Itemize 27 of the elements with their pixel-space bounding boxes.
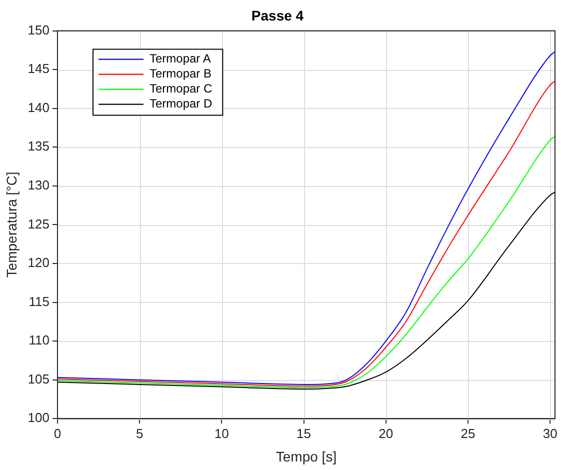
y-tick-label: 110 xyxy=(28,332,50,348)
legend-label: Termopar C xyxy=(149,82,213,96)
y-tick-label: 145 xyxy=(28,61,50,76)
y-tick-label: 130 xyxy=(28,178,50,192)
x-tick-label: 25 xyxy=(460,426,476,441)
line-series xyxy=(57,192,555,390)
line-series xyxy=(57,136,555,388)
y-tick-label: 120 xyxy=(28,255,50,270)
x-tick-label: 0 xyxy=(54,426,62,441)
x-axis-title: Tempo [s] xyxy=(276,448,337,464)
y-tick-label: 115 xyxy=(28,294,50,309)
y-tick-label: 135 xyxy=(28,138,50,154)
y-tick-label: 150 xyxy=(28,22,50,38)
x-tick-label: 20 xyxy=(378,426,394,441)
y-axis-title: Temperatura [°C] xyxy=(3,172,20,278)
y-tick-label: 140 xyxy=(28,100,50,115)
x-tick-label: 10 xyxy=(214,426,229,441)
x-tick-label: 30 xyxy=(542,426,558,441)
x-tick-label: 15 xyxy=(296,426,312,441)
chart-title: Passe 4 xyxy=(251,7,304,24)
y-tick-label: 125 xyxy=(28,216,50,232)
legend-label: Termopar B xyxy=(149,66,212,81)
x-tick-label: 5 xyxy=(136,426,144,441)
y-tick-label: 100 xyxy=(28,410,50,426)
legend-label: Termopar D xyxy=(149,96,213,111)
y-tick-label: 105 xyxy=(28,371,50,386)
legend-label: Termopar A xyxy=(149,52,211,66)
